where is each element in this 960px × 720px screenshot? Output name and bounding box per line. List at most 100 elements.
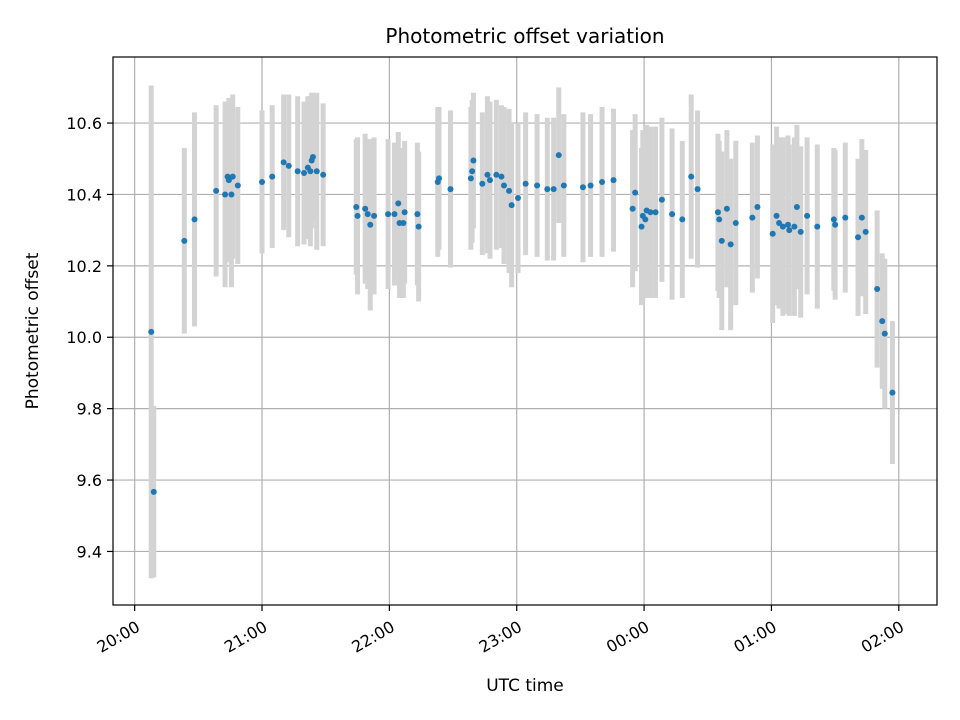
data-point — [353, 203, 360, 210]
data-point — [797, 228, 804, 235]
data-point — [599, 178, 606, 185]
y-tick-label: 9.4 — [77, 542, 102, 561]
data-point — [587, 182, 594, 189]
data-point — [779, 223, 786, 230]
data-point — [385, 211, 392, 218]
chart-title: Photometric offset variation — [385, 24, 664, 48]
y-axis-label: Photometric offset — [23, 252, 43, 409]
data-point — [830, 216, 837, 223]
data-point — [638, 223, 645, 230]
data-point — [723, 205, 730, 212]
data-point — [400, 220, 407, 227]
data-point — [694, 186, 701, 193]
data-point — [669, 211, 676, 218]
data-point — [469, 168, 476, 175]
data-point — [228, 191, 235, 198]
data-point — [881, 330, 888, 337]
data-point — [436, 175, 443, 182]
data-point — [213, 187, 220, 194]
data-point — [486, 177, 493, 184]
data-point — [467, 175, 474, 182]
data-point — [555, 152, 562, 159]
data-point — [229, 173, 236, 180]
data-point — [479, 180, 486, 187]
data-point — [862, 228, 869, 235]
data-point — [814, 223, 821, 230]
data-point — [181, 237, 188, 244]
y-axis-ticks: 9.4 9.6 9.8 10.0 10.2 10.4 10.6 — [66, 114, 113, 561]
data-point — [401, 209, 408, 216]
data-point — [769, 230, 776, 237]
data-point — [415, 223, 422, 230]
data-points — [148, 152, 896, 495]
data-point — [786, 227, 793, 234]
data-point — [610, 177, 617, 184]
plot-frame — [112, 56, 938, 606]
data-point — [793, 203, 800, 210]
data-point — [506, 187, 513, 194]
data-point — [414, 211, 421, 218]
data-point — [309, 153, 316, 160]
y-tick-label: 10.4 — [66, 185, 102, 204]
data-point — [225, 177, 232, 184]
data-point — [560, 182, 567, 189]
data-point — [148, 328, 155, 335]
y-tick-label: 9.8 — [77, 400, 102, 419]
data-point — [579, 184, 586, 191]
data-point — [447, 186, 454, 193]
data-point — [647, 209, 654, 216]
data-point — [500, 182, 507, 189]
data-point — [269, 173, 276, 180]
data-point — [354, 212, 361, 219]
data-point — [874, 286, 881, 293]
data-point — [784, 221, 791, 228]
data-point — [362, 205, 369, 212]
data-point — [234, 182, 241, 189]
x-axis-label: UTC time — [486, 676, 564, 696]
data-point — [732, 220, 739, 227]
data-point — [832, 221, 839, 228]
data-point — [855, 234, 862, 241]
data-point — [727, 241, 734, 248]
data-point — [285, 162, 292, 169]
data-point — [658, 196, 665, 203]
data-point — [629, 205, 636, 212]
data-point — [484, 171, 491, 178]
data-point — [889, 389, 896, 396]
y-tick-label: 10.2 — [66, 257, 102, 276]
data-point — [714, 209, 721, 216]
data-point — [280, 159, 287, 166]
data-point — [493, 171, 500, 178]
data-point — [364, 211, 371, 218]
data-point — [367, 221, 374, 228]
data-point — [544, 186, 551, 193]
data-point — [858, 214, 865, 221]
data-point — [301, 170, 308, 177]
data-point — [307, 168, 314, 175]
data-point — [776, 220, 783, 227]
y-tick-label: 9.6 — [77, 471, 102, 490]
data-point — [550, 186, 557, 193]
data-point — [632, 189, 639, 196]
data-point — [514, 195, 521, 202]
data-point — [688, 173, 695, 180]
data-point — [773, 212, 780, 219]
data-point — [294, 168, 301, 175]
data-point — [791, 223, 798, 230]
data-point — [191, 216, 198, 223]
data-point — [879, 318, 886, 325]
data-point — [804, 212, 811, 219]
data-point — [718, 237, 725, 244]
data-point — [470, 157, 477, 164]
data-point — [395, 200, 402, 207]
data-point — [679, 216, 686, 223]
data-point — [150, 488, 157, 495]
data-point — [222, 191, 229, 198]
data-point — [749, 214, 756, 221]
data-point — [522, 180, 529, 187]
data-point — [313, 168, 320, 175]
data-point — [842, 214, 849, 221]
data-point — [498, 173, 505, 180]
y-tick-label: 10.6 — [66, 114, 102, 133]
